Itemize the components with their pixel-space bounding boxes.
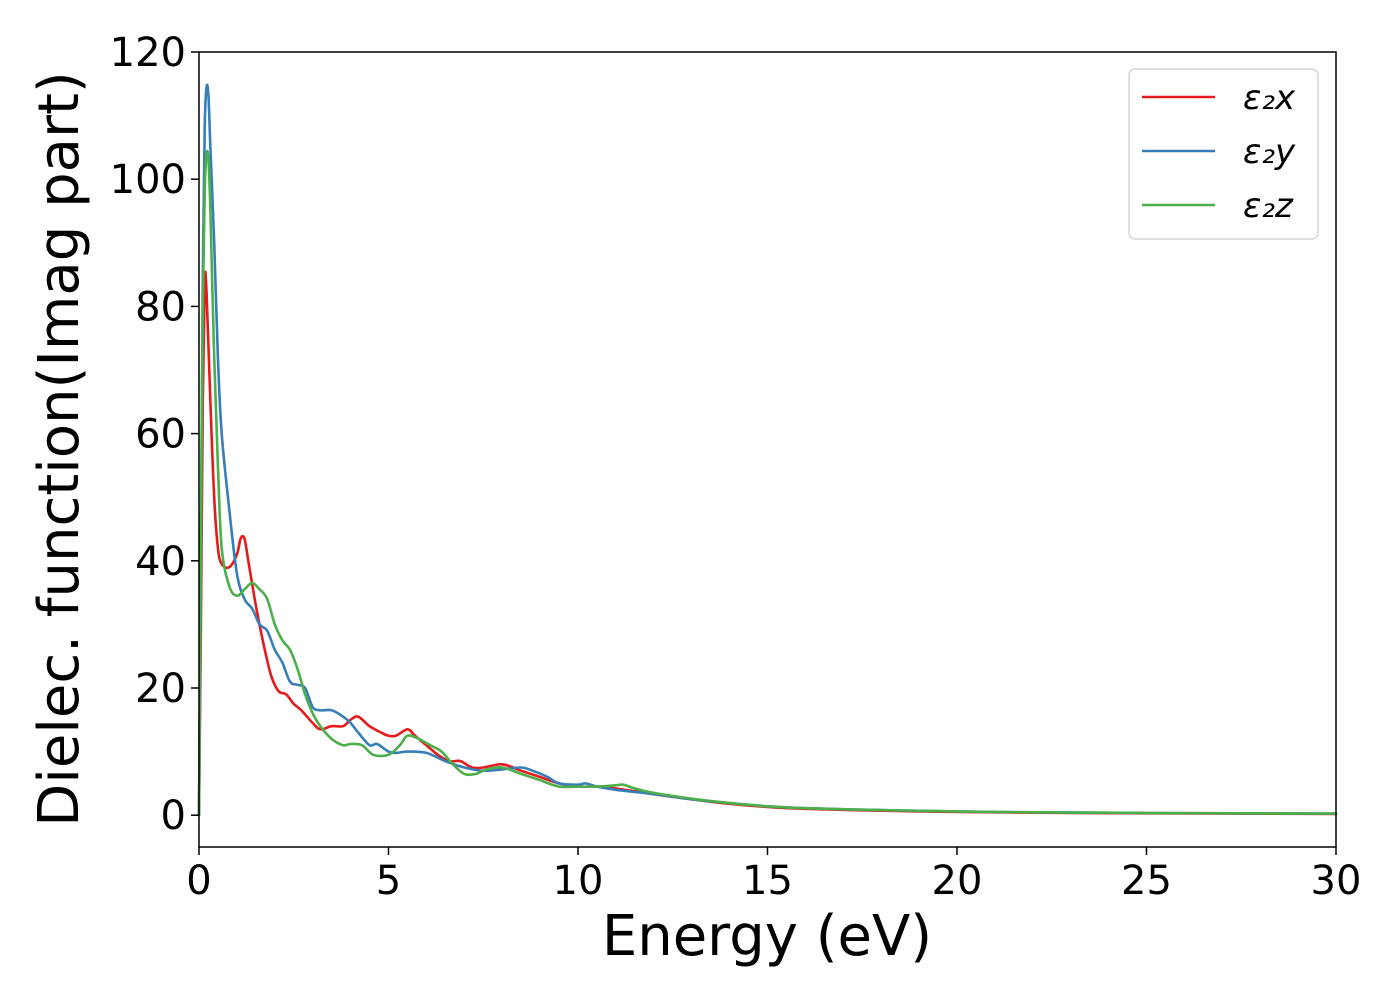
x-tick-label: 0 (186, 858, 211, 904)
legend-label-0: ε₂x (1243, 78, 1296, 118)
y-tick-label: 40 (135, 539, 186, 585)
x-tick-label: 15 (742, 858, 793, 904)
y-axis-label: Dielec. function(Imag part) (27, 71, 92, 827)
y-tick-label: 0 (161, 793, 186, 839)
ticks-layer: 0 5 10 15 20 25 30 0 20 40 60 80 100 120 (110, 30, 1362, 904)
y-tick-label: 120 (110, 30, 186, 76)
y-tick-label: 80 (135, 284, 186, 330)
x-axis-label: Energy (eV) (602, 904, 932, 969)
y-tick-label: 100 (110, 157, 186, 203)
legend-label-2: ε₂z (1243, 186, 1294, 226)
legend-label-1: ε₂y (1243, 132, 1296, 172)
x-tick-label: 10 (553, 858, 604, 904)
x-tick-label: 5 (376, 858, 401, 904)
x-tick-label: 30 (1311, 858, 1362, 904)
x-tick-label: 20 (932, 858, 983, 904)
series-line-2 (197, 149, 1338, 817)
x-tick-label: 25 (1121, 858, 1172, 904)
y-tick-label: 20 (135, 666, 186, 712)
legend-box (1128, 68, 1319, 240)
legend: ε₂x ε₂y ε₂z (1128, 68, 1319, 240)
series-layer (197, 83, 1338, 817)
y-tick-label: 60 (135, 412, 186, 458)
